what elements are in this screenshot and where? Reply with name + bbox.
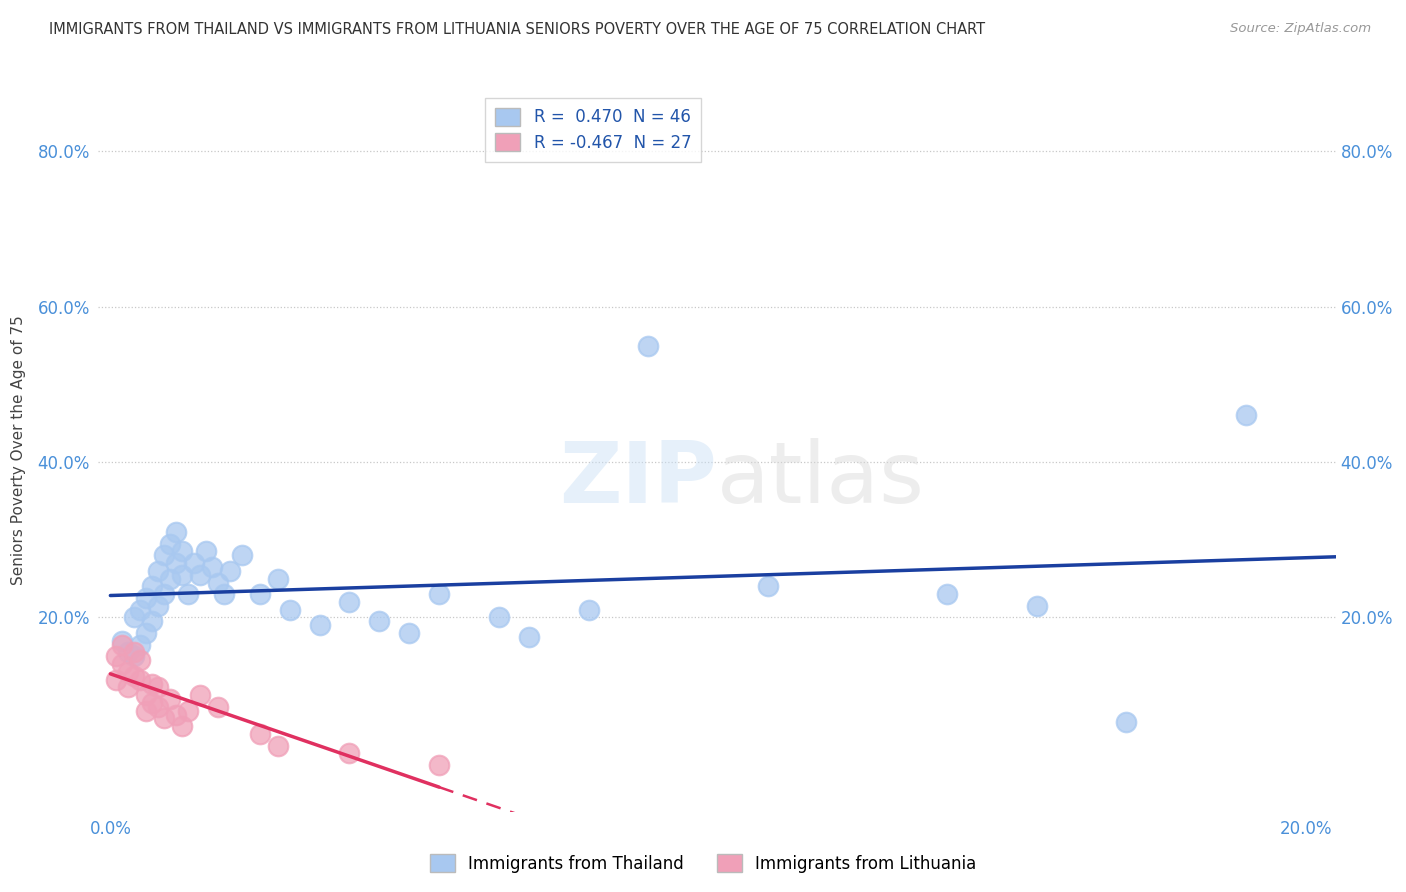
Point	[339, 595, 361, 609]
Point	[165, 556, 187, 570]
Point	[756, 579, 779, 593]
Point	[159, 537, 181, 551]
Point	[339, 747, 361, 761]
Text: Source: ZipAtlas.com: Source: ZipAtlas.com	[1230, 22, 1371, 36]
Point	[177, 704, 200, 718]
Point	[488, 610, 510, 624]
Point	[172, 567, 194, 582]
Point	[135, 591, 157, 605]
Point	[1115, 715, 1137, 730]
Point	[135, 688, 157, 702]
Point	[153, 587, 176, 601]
Point	[368, 615, 391, 629]
Point	[207, 575, 229, 590]
Point	[219, 564, 242, 578]
Point	[141, 676, 163, 690]
Point	[129, 638, 152, 652]
Point	[249, 727, 271, 741]
Point	[129, 653, 152, 667]
Point	[124, 610, 146, 624]
Point	[398, 626, 420, 640]
Point	[936, 587, 959, 601]
Point	[308, 618, 330, 632]
Point	[148, 564, 170, 578]
Point	[135, 626, 157, 640]
Point	[249, 587, 271, 601]
Point	[172, 544, 194, 558]
Point	[188, 688, 211, 702]
Point	[183, 556, 205, 570]
Point	[195, 544, 218, 558]
Point	[129, 603, 152, 617]
Point	[135, 704, 157, 718]
Point	[231, 549, 253, 563]
Point	[141, 696, 163, 710]
Point	[117, 665, 139, 679]
Point	[1234, 409, 1257, 423]
Point	[117, 645, 139, 659]
Legend: R =  0.470  N = 46, R = -0.467  N = 27: R = 0.470 N = 46, R = -0.467 N = 27	[485, 97, 702, 161]
Point	[117, 681, 139, 695]
Legend: Immigrants from Thailand, Immigrants from Lithuania: Immigrants from Thailand, Immigrants fro…	[423, 847, 983, 880]
Point	[207, 699, 229, 714]
Point	[637, 338, 659, 352]
Text: ZIP: ZIP	[560, 438, 717, 521]
Point	[177, 587, 200, 601]
Point	[267, 739, 290, 753]
Point	[111, 638, 134, 652]
Y-axis label: Seniors Poverty Over the Age of 75: Seniors Poverty Over the Age of 75	[11, 316, 27, 585]
Point	[159, 572, 181, 586]
Point	[517, 630, 540, 644]
Point	[105, 649, 128, 664]
Point	[427, 587, 450, 601]
Point	[278, 603, 301, 617]
Point	[148, 599, 170, 613]
Point	[148, 699, 170, 714]
Point	[148, 681, 170, 695]
Point	[578, 603, 600, 617]
Point	[201, 560, 224, 574]
Point	[165, 524, 187, 539]
Text: IMMIGRANTS FROM THAILAND VS IMMIGRANTS FROM LITHUANIA SENIORS POVERTY OVER THE A: IMMIGRANTS FROM THAILAND VS IMMIGRANTS F…	[49, 22, 986, 37]
Text: atlas: atlas	[717, 438, 925, 521]
Point	[111, 633, 134, 648]
Point	[124, 649, 146, 664]
Point	[172, 719, 194, 733]
Point	[1025, 599, 1047, 613]
Point	[141, 579, 163, 593]
Point	[129, 673, 152, 687]
Point	[141, 615, 163, 629]
Point	[427, 758, 450, 772]
Point	[111, 657, 134, 672]
Point	[153, 549, 176, 563]
Point	[188, 567, 211, 582]
Point	[124, 645, 146, 659]
Point	[159, 692, 181, 706]
Point	[124, 669, 146, 683]
Point	[165, 707, 187, 722]
Point	[153, 711, 176, 725]
Point	[267, 572, 290, 586]
Point	[212, 587, 235, 601]
Point	[105, 673, 128, 687]
